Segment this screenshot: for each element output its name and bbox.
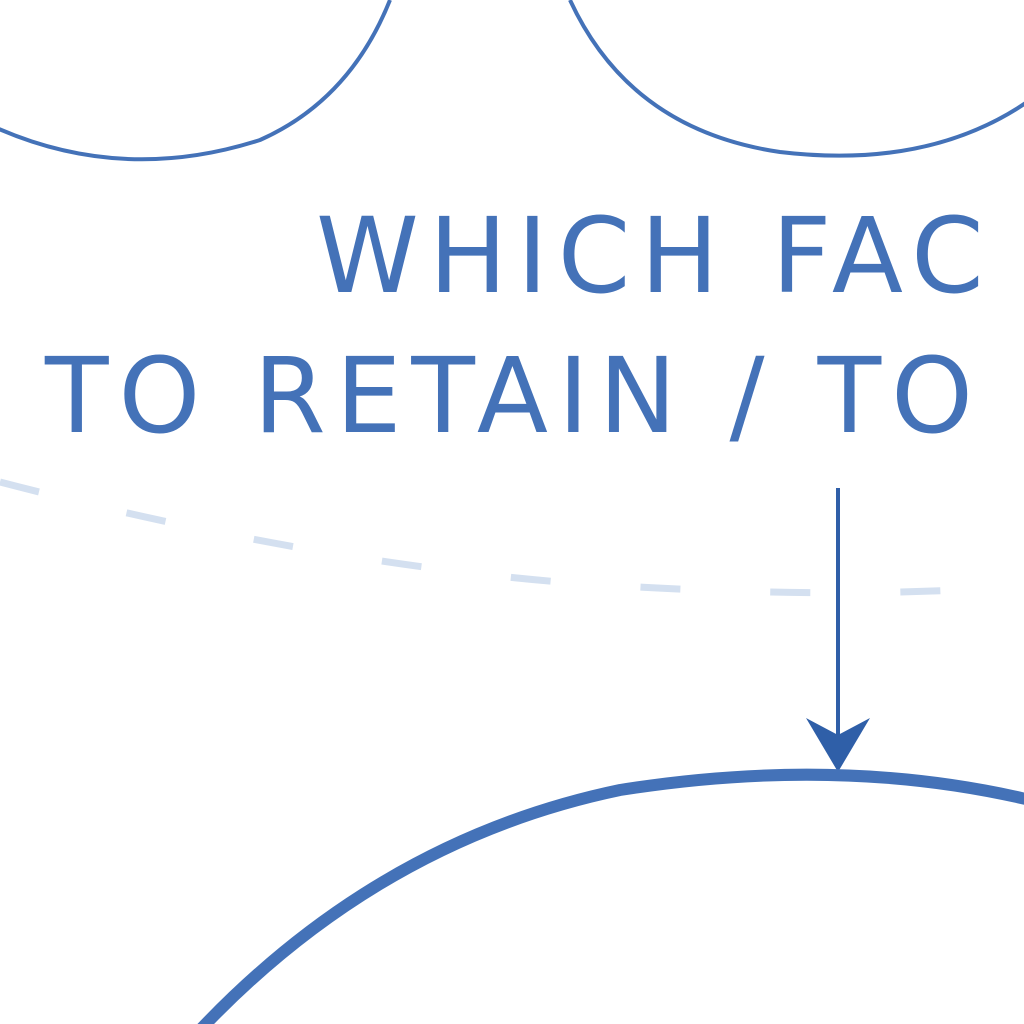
top-left-circle (0, 0, 392, 162)
large-circle (197, 768, 1024, 1024)
caption-line-1: WHICH FAC (316, 195, 994, 317)
dashed-boundary (0, 478, 961, 597)
caption-line-2: TO RETAIN / TO (44, 335, 983, 457)
top-right-circle (568, 0, 1024, 158)
arrow-head (806, 718, 870, 772)
